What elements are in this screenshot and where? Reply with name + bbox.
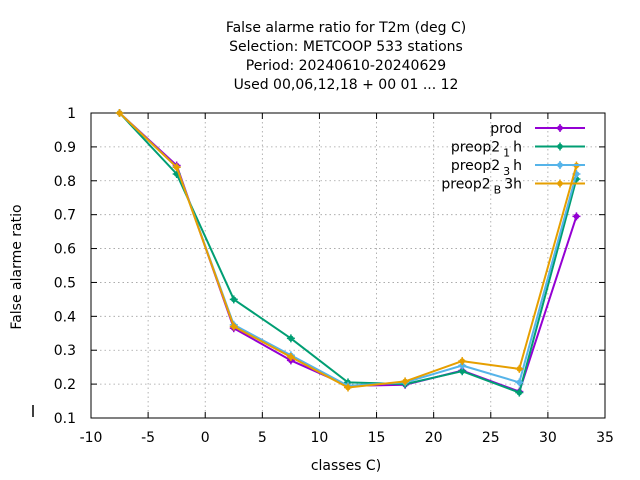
legend-entry: preop2 B 3h xyxy=(441,177,585,197)
x-tick-label: 35 xyxy=(596,430,614,446)
x-tick-label: -10 xyxy=(80,430,103,446)
x-tick-label: 10 xyxy=(311,430,329,446)
y-tick-label: 0.5 xyxy=(54,275,76,291)
data-point xyxy=(515,388,524,397)
y-tick-label: 0.4 xyxy=(54,309,76,325)
data-point xyxy=(515,364,524,373)
legend-marker xyxy=(556,179,564,188)
legend-label: prod xyxy=(490,121,522,137)
series-0 xyxy=(115,109,581,396)
data-point xyxy=(344,383,352,392)
chart-title-line: False alarme ratio for T2m (deg C) xyxy=(226,20,466,36)
x-tick-label: 20 xyxy=(425,430,443,446)
x-tick-label: 5 xyxy=(258,430,267,446)
y-axis-ticks: 0.1 0.2 0.3 0.4 0.5 0.6 0.7 0.8 0.9 1 xyxy=(32,106,605,427)
legend-label: preop2 1 h xyxy=(451,140,522,160)
grid-lines xyxy=(91,113,605,418)
legend-marker xyxy=(556,161,564,169)
chart-title-line: Used 00,06,12,18 + 00 01 ... 12 xyxy=(234,77,459,93)
chart-title-line: Period: 20240610-20240629 xyxy=(246,58,446,74)
data-point xyxy=(515,378,524,387)
legend-name: prod xyxy=(490,121,522,137)
legend-subscript: 1 xyxy=(503,147,510,160)
series-2 xyxy=(115,109,581,390)
x-tick-label: 25 xyxy=(482,430,500,446)
x-tick-label: 0 xyxy=(201,430,210,446)
y-tick-label: 0.2 xyxy=(54,377,76,393)
series-lines xyxy=(115,109,581,397)
chart-title-line: Selection: METCOOP 533 stations xyxy=(229,39,463,55)
legend-entry: preop2 1 h xyxy=(451,140,585,160)
legend-entry: prod xyxy=(490,121,585,137)
data-point xyxy=(401,377,410,386)
x-axis-ticks: -10 -5 0 5 10 15 20 25 30 35 xyxy=(80,113,614,446)
data-point xyxy=(229,295,238,304)
legend-subscript: 3 xyxy=(503,165,510,178)
series-1 xyxy=(115,109,581,397)
x-tick-label: -5 xyxy=(141,430,155,446)
legend-entry: preop2 3 h xyxy=(451,158,585,178)
data-point xyxy=(286,334,295,343)
legend-suffix: 3h xyxy=(504,177,522,193)
y-tick-label: 0.3 xyxy=(54,343,76,359)
data-point xyxy=(172,163,181,172)
chart-title: False alarme ratio for T2m (deg C) Select… xyxy=(226,20,466,93)
data-point xyxy=(286,353,295,361)
plot-frame xyxy=(90,112,606,419)
x-tick-label: 30 xyxy=(539,430,557,446)
y-tick-label: 0.8 xyxy=(54,174,76,190)
series-3 xyxy=(115,109,581,392)
legend-name: preop2 xyxy=(441,177,490,193)
legend-marker xyxy=(556,142,564,151)
legend-marker xyxy=(556,124,564,132)
legend-name: preop2 xyxy=(451,158,500,174)
y-tick-label: 0.9 xyxy=(54,140,76,156)
y-axis-label: False alarme ratio xyxy=(9,204,25,329)
data-point xyxy=(572,212,581,221)
data-point xyxy=(115,109,124,117)
y-tick-label: 1 xyxy=(67,106,76,122)
legend-name: preop2 xyxy=(451,140,500,156)
plot-border xyxy=(90,112,606,419)
y-tick-label: 0.1 xyxy=(54,411,76,427)
data-point xyxy=(229,322,238,331)
legend-suffix: h xyxy=(513,140,522,156)
y-tick-label: 0.6 xyxy=(54,242,76,258)
legend-label: preop2 3 h xyxy=(451,158,522,178)
legend-suffix: h xyxy=(513,158,522,174)
legend-label: preop2 B 3h xyxy=(441,177,522,197)
legend-subscript: B xyxy=(494,184,502,197)
y-tick-label: 0.7 xyxy=(54,208,76,224)
x-tick-label: 15 xyxy=(368,430,386,446)
data-point xyxy=(458,357,467,366)
x-axis-label: classes C) xyxy=(311,458,381,474)
